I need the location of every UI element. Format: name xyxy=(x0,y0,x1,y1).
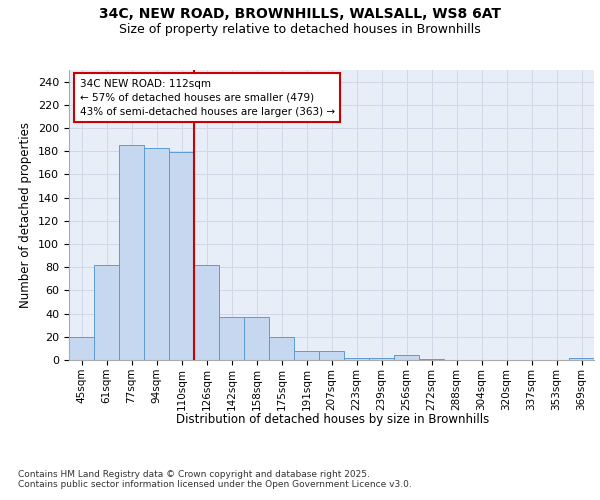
Bar xyxy=(169,152,194,360)
Bar xyxy=(119,146,144,360)
Text: 34C NEW ROAD: 112sqm
← 57% of detached houses are smaller (479)
43% of semi-deta: 34C NEW ROAD: 112sqm ← 57% of detached h… xyxy=(79,78,335,116)
Text: Size of property relative to detached houses in Brownhills: Size of property relative to detached ho… xyxy=(119,22,481,36)
Text: 34C, NEW ROAD, BROWNHILLS, WALSALL, WS8 6AT: 34C, NEW ROAD, BROWNHILLS, WALSALL, WS8 … xyxy=(99,8,501,22)
Bar xyxy=(219,317,244,360)
Bar xyxy=(294,350,319,360)
Bar xyxy=(194,265,219,360)
Bar xyxy=(144,148,169,360)
Bar xyxy=(419,359,444,360)
Bar xyxy=(394,356,419,360)
Bar xyxy=(344,358,369,360)
Bar xyxy=(244,317,269,360)
Bar xyxy=(319,350,344,360)
Y-axis label: Number of detached properties: Number of detached properties xyxy=(19,122,32,308)
Bar xyxy=(569,358,594,360)
Bar xyxy=(269,337,294,360)
Bar xyxy=(69,337,94,360)
Bar xyxy=(94,265,119,360)
Bar xyxy=(369,358,394,360)
Text: Distribution of detached houses by size in Brownhills: Distribution of detached houses by size … xyxy=(176,412,490,426)
Text: Contains HM Land Registry data © Crown copyright and database right 2025.
Contai: Contains HM Land Registry data © Crown c… xyxy=(18,470,412,490)
